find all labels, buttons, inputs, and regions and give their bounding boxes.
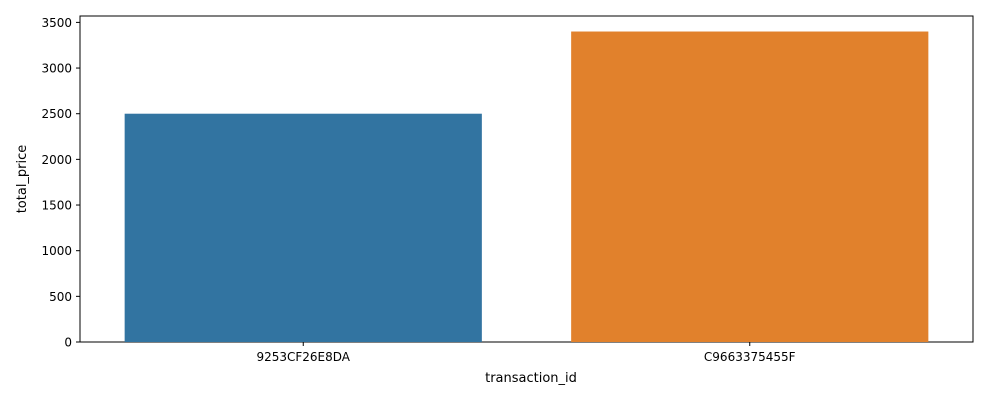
y-tick-label: 1500 <box>41 199 72 213</box>
x-axis-label: transaction_id <box>485 371 577 386</box>
y-tick-label: 1000 <box>41 244 72 258</box>
y-tick-label: 0 <box>64 336 72 350</box>
y-tick-label: 3000 <box>41 62 72 76</box>
x-axis: 9253CF26E8DA C9663375455F <box>256 342 796 364</box>
y-tick-label: 2000 <box>41 153 72 167</box>
x-tick-label: C9663375455F <box>704 350 796 364</box>
bar-9253CF26E8DA <box>124 113 482 343</box>
y-tick-label: 2500 <box>41 107 72 121</box>
plot-frame <box>79 15 974 343</box>
y-axis-label: total_price <box>15 145 30 214</box>
bars-group <box>124 31 929 343</box>
y-tick-label: 500 <box>49 290 72 304</box>
plot-area <box>79 15 974 343</box>
bar-C9663375455F <box>571 31 929 343</box>
y-axis: 0 500 1000 1500 2000 2500 3000 3500 <box>41 16 80 350</box>
x-tick-label: 9253CF26E8DA <box>256 350 350 364</box>
y-tick-label: 3500 <box>41 16 72 30</box>
